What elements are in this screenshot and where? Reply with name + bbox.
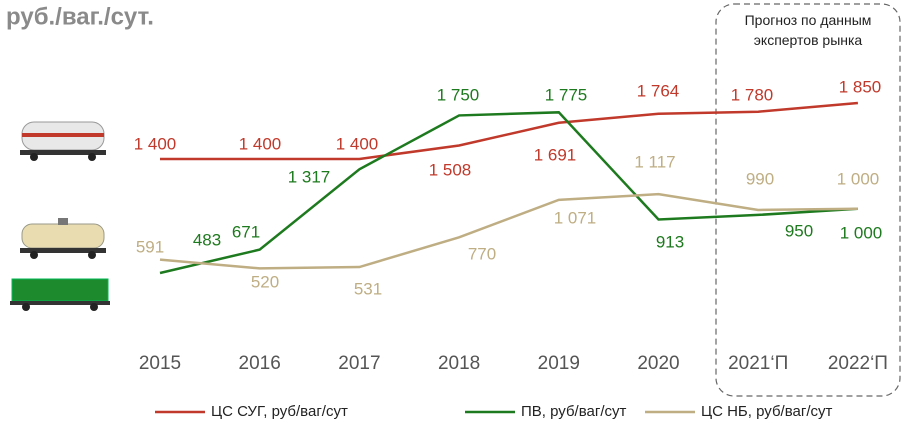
data-label: 1 775 [545, 85, 588, 104]
series-line [159, 192, 858, 270]
legend-label: ПВ, руб/ваг/сут [521, 403, 627, 420]
data-label: 591 [136, 237, 164, 256]
data-label: 1 750 [437, 85, 480, 104]
forecast-note: Прогноз по данным экспертов рынка [744, 12, 872, 48]
x-tick-label: 2022‘П [828, 353, 888, 374]
data-label: 520 [251, 272, 279, 291]
x-tick-label: 2016 [239, 353, 281, 374]
legend-label: ЦС СУГ, руб/ваг/сут [211, 403, 348, 420]
data-label: 950 [785, 221, 813, 240]
data-label: 1 071 [554, 208, 597, 227]
data-label: 1 317 [288, 167, 331, 186]
data-label: 1 508 [429, 160, 472, 179]
data-label: 1 850 [839, 77, 882, 96]
legend-label: ЦС НБ, руб/ваг/сут [701, 403, 832, 420]
data-label: 483 [193, 230, 221, 249]
data-label: 1 400 [134, 134, 177, 153]
forecast-note-box: Прогноз по данным экспертов рынка [744, 12, 872, 48]
open-wagon-icon [10, 278, 110, 311]
x-tick-label: 2015 [139, 353, 181, 374]
data-label: 1 000 [840, 223, 883, 242]
x-tick-label: 2018 [438, 353, 480, 374]
x-tick-label: 2021‘П [728, 353, 788, 374]
oil-wagon-icon [20, 218, 106, 259]
data-label: 1 000 [837, 169, 880, 188]
data-label: 990 [746, 169, 774, 188]
data-label: 671 [232, 222, 260, 241]
series-line [159, 111, 858, 275]
data-label: 1 400 [239, 134, 282, 153]
chart-title: руб./ваг./сут. [6, 3, 154, 30]
data-label: 531 [354, 279, 382, 298]
series-line [160, 101, 859, 161]
x-tick-label: 2017 [338, 353, 380, 374]
x-tick-label: 2019 [538, 353, 580, 374]
data-label: 1 117 [634, 152, 675, 171]
data-label: 1 691 [534, 145, 577, 164]
x-tick-label: 2020 [637, 353, 679, 374]
data-label: 1 400 [336, 134, 379, 153]
data-label: 913 [656, 232, 684, 251]
data-label: 770 [468, 244, 496, 263]
tank-wagon-icon [20, 121, 106, 161]
data-label: 1 780 [731, 85, 774, 104]
data-label: 1 764 [637, 81, 680, 100]
forecast-box [715, 3, 901, 397]
